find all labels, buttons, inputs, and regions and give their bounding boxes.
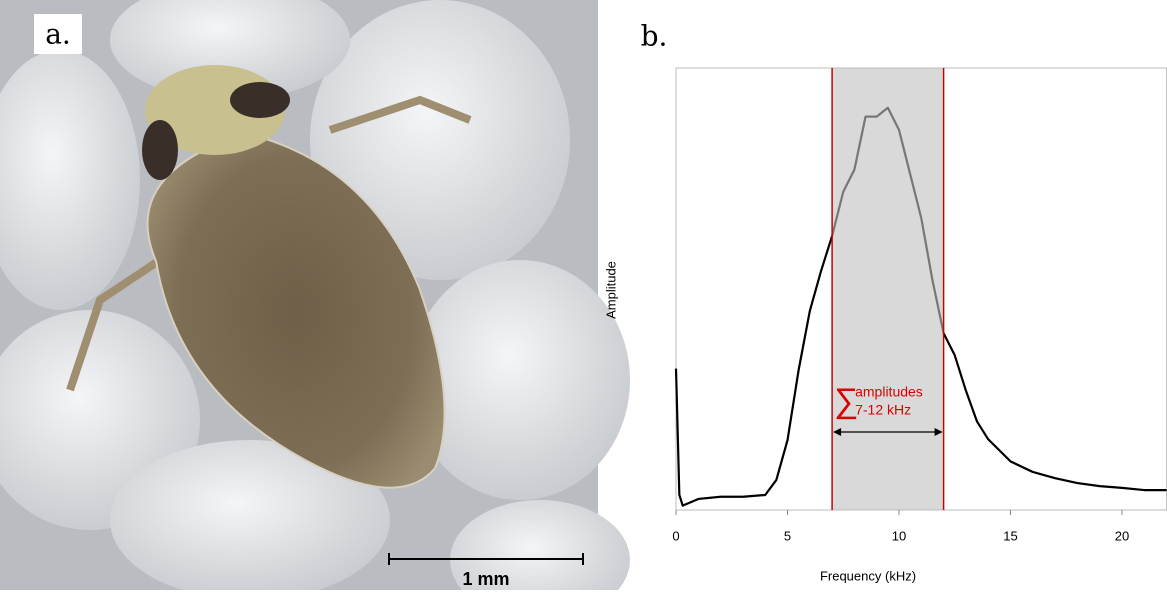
highlight-band: [832, 68, 944, 510]
annotation-text: amplitudes: [855, 384, 923, 400]
arrow-head: [833, 428, 842, 436]
x-tick-label: 20: [1115, 528, 1129, 543]
annotation-symbol: ∑: [834, 382, 858, 420]
arrow-head: [934, 428, 943, 436]
x-tick-label: 15: [1003, 528, 1017, 543]
spectrum-line: [674, 235, 1167, 507]
annotation-text: 7-12 kHz: [855, 402, 911, 418]
panel-label: a.: [45, 18, 71, 51]
panel-label: b.: [641, 20, 668, 53]
photo: a. 1 mm: [0, 0, 630, 595]
x-tick-label: 5: [784, 528, 791, 543]
x-tick-label: 10: [892, 528, 906, 543]
y-axis-label: Amplitude: [603, 261, 618, 319]
scale-bar-label: 1 mm: [462, 569, 509, 589]
x-tick-label: 0: [672, 528, 679, 543]
spectrum-line: [831, 106, 945, 334]
chart: b. Frequency (kHz) Amplitude 0 5 10 15 20 ∑am…: [603, 20, 1167, 583]
x-axis-label: Frequency (kHz): [820, 568, 916, 583]
